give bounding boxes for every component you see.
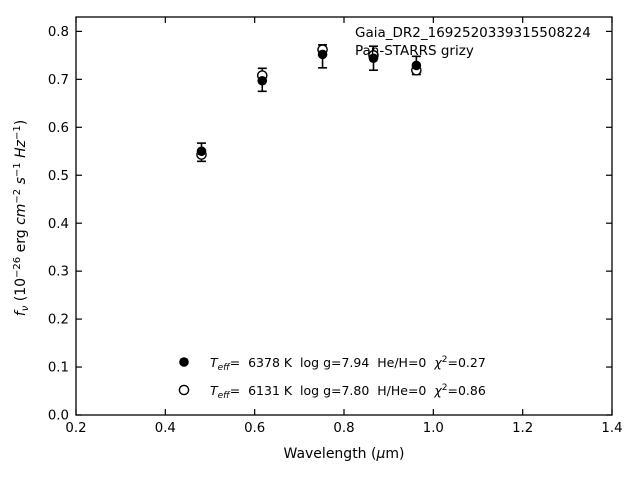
data-points (196, 44, 422, 163)
x-tick-label: 1.2 (512, 421, 533, 436)
legend-row-2-text: Teff= 6131 K log g=7.80 H/He=0 χ2=0.86 (210, 383, 486, 401)
x-tick-label: 1.0 (423, 421, 444, 436)
legend-marker-filled-circle (179, 357, 189, 367)
x-tick-label: 0.4 (155, 421, 176, 436)
y-tick-label: 0.0 (48, 409, 69, 424)
y-tick-label: 0.2 (48, 313, 69, 328)
axis-tick-labels: 0.2 0.4 0.6 0.8 1.0 1.2 1.4 0.0 0.1 0.2 0.3 0.4 0.5 0… (48, 25, 623, 436)
x-tick-label: 1.4 (601, 421, 622, 436)
y-tick-label: 0.1 (48, 361, 69, 376)
annotation-source-id: Gaia_DR2_1692520339315508224 (355, 25, 591, 41)
x-tick-label: 0.2 (65, 421, 86, 436)
x-axis-label: Wavelength (μm) (284, 446, 405, 462)
y-tick-label: 0.7 (48, 73, 69, 88)
x-tick-label: 0.6 (244, 421, 265, 436)
y-tick-label: 0.5 (48, 169, 69, 184)
y-tick-label: 0.6 (48, 121, 69, 136)
marker-filled-circle (257, 75, 268, 86)
y-tick-label: 0.4 (48, 217, 69, 232)
legend-marker-open-circle (178, 384, 190, 396)
legend: Teff= 6378 K log g=7.94 He/H=0 χ2=0.27 T… (178, 355, 486, 401)
x-tick-label: 0.8 (333, 421, 354, 436)
marker-filled-circle (196, 146, 207, 157)
marker-filled-circle (317, 49, 328, 60)
axis-ticks (75, 17, 613, 416)
y-tick-label: 0.3 (48, 265, 69, 280)
annotation-survey: Pan-STARRS grizy (355, 43, 474, 59)
y-axis-label: fν (10−26 erg cm−2 s−1 Hz−1) (12, 120, 31, 316)
marker-filled-circle (411, 60, 422, 71)
legend-row-1-text: Teff= 6378 K log g=7.94 He/H=0 χ2=0.27 (210, 355, 486, 373)
y-tick-label: 0.8 (48, 25, 69, 40)
marker-filled-circle (368, 53, 379, 64)
